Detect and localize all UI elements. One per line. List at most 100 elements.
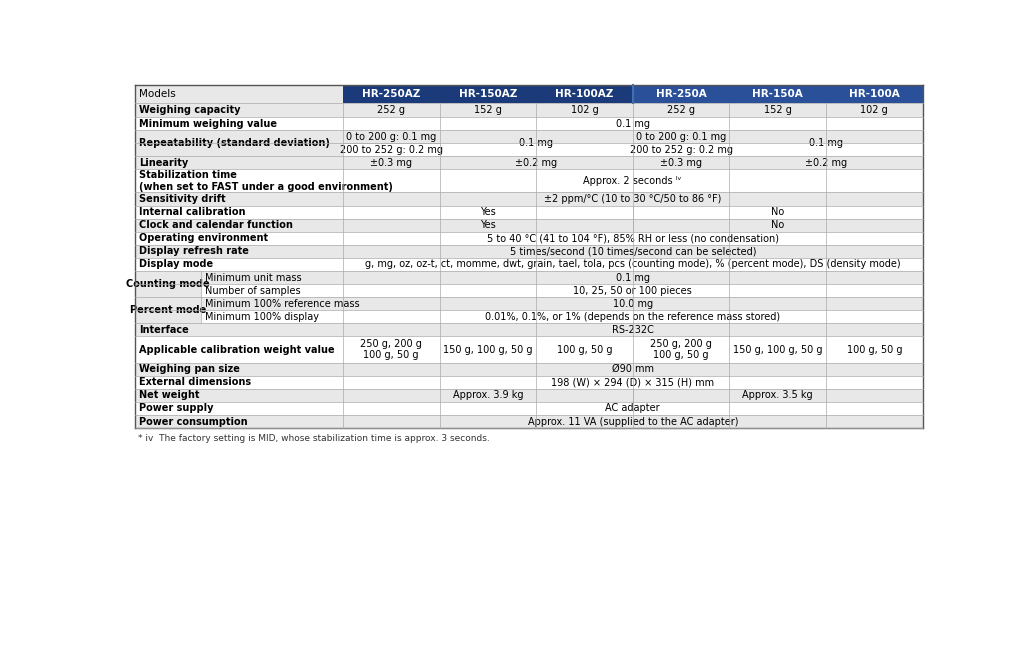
Bar [440, 84, 537, 103]
Bar [826, 84, 923, 103]
Text: g, mg, oz, oz-t, ct, momme, dwt, grain, tael, tola, pcs (counting mode), % (perc: g, mg, oz, oz-t, ct, momme, dwt, grain, … [365, 260, 901, 269]
Text: Display refresh rate: Display refresh rate [139, 247, 249, 256]
Bar [343, 130, 923, 143]
Bar [135, 117, 923, 130]
Text: 250 g, 200 g
100 g, 50 g: 250 g, 200 g 100 g, 50 g [360, 339, 422, 360]
Text: 252 g: 252 g [378, 105, 406, 115]
Bar [135, 130, 343, 156]
Text: 102 g: 102 g [571, 105, 599, 115]
Text: HR-150AZ: HR-150AZ [458, 89, 517, 99]
Text: Percent mode: Percent mode [130, 305, 206, 315]
Text: ±0.3 mg: ±0.3 mg [370, 158, 412, 168]
Bar [135, 336, 923, 362]
Bar [201, 271, 343, 284]
Text: Approx. 11 VA (supplied to the AC adapter): Approx. 11 VA (supplied to the AC adapte… [527, 417, 738, 426]
Text: 0.01%, 0.1%, or 1% (depends on the reference mass stored): 0.01%, 0.1%, or 1% (depends on the refer… [485, 312, 780, 322]
Bar [343, 143, 923, 156]
Text: HR-250A: HR-250A [655, 89, 707, 99]
Bar [135, 218, 923, 232]
Bar [135, 245, 923, 258]
Text: Power consumption: Power consumption [139, 417, 248, 426]
Text: ±0.2 mg: ±0.2 mg [805, 158, 847, 168]
Bar [135, 375, 923, 388]
Text: Display mode: Display mode [139, 260, 214, 269]
Text: 152 g: 152 g [474, 105, 502, 115]
Bar [135, 402, 923, 415]
Text: Yes: Yes [480, 220, 495, 230]
Bar [135, 323, 923, 336]
Text: 0.1 mg: 0.1 mg [519, 138, 553, 148]
Bar [135, 103, 923, 117]
Text: HR-100A: HR-100A [849, 89, 900, 99]
Bar [135, 232, 923, 245]
Text: HR-150A: HR-150A [752, 89, 803, 99]
Text: Counting mode: Counting mode [126, 279, 209, 289]
Bar [135, 169, 923, 192]
Text: 200 to 252 g: 0.2 mg: 200 to 252 g: 0.2 mg [630, 145, 733, 155]
Bar [135, 84, 343, 103]
Text: Weighing pan size: Weighing pan size [139, 364, 240, 374]
Text: Approx. 3.9 kg: Approx. 3.9 kg [453, 390, 523, 400]
Text: Minimum unit mass: Minimum unit mass [205, 273, 301, 283]
Text: Weighing capacity: Weighing capacity [139, 105, 240, 115]
Text: Linearity: Linearity [139, 158, 188, 168]
Bar [135, 362, 923, 375]
Text: 0.1 mg: 0.1 mg [809, 138, 843, 148]
Text: ±0.2 mg: ±0.2 mg [515, 158, 557, 168]
Text: RS-232C: RS-232C [612, 325, 653, 335]
Text: 200 to 252 g: 0.2 mg: 200 to 252 g: 0.2 mg [340, 145, 443, 155]
Bar [201, 297, 343, 310]
Text: Number of samples: Number of samples [205, 286, 300, 296]
Bar [343, 284, 923, 297]
Text: Yes: Yes [480, 207, 495, 217]
Bar [537, 84, 633, 103]
Text: 0.1 mg: 0.1 mg [616, 273, 650, 283]
Text: External dimensions: External dimensions [139, 377, 251, 387]
Bar [201, 310, 343, 323]
Text: Approx. 3.5 kg: Approx. 3.5 kg [742, 390, 813, 400]
Bar [135, 192, 923, 205]
Bar [135, 415, 923, 428]
Text: 0.1 mg: 0.1 mg [616, 118, 650, 129]
Bar [343, 310, 923, 323]
Bar [633, 84, 730, 103]
Text: Net weight: Net weight [139, 390, 199, 400]
Text: 198 (W) × 294 (D) × 315 (H) mm: 198 (W) × 294 (D) × 315 (H) mm [551, 377, 714, 387]
Text: 10.0 mg: 10.0 mg [613, 299, 653, 309]
Text: 0 to 200 g: 0.1 mg: 0 to 200 g: 0.1 mg [346, 131, 437, 142]
Text: 5 to 40 °C (41 to 104 °F), 85% RH or less (no condensation): 5 to 40 °C (41 to 104 °F), 85% RH or les… [487, 233, 779, 243]
Text: Internal calibration: Internal calibration [139, 207, 246, 217]
Bar [135, 258, 923, 271]
Text: 150 g, 100 g, 50 g: 150 g, 100 g, 50 g [443, 345, 533, 354]
Text: 250 g, 200 g
100 g, 50 g: 250 g, 200 g 100 g, 50 g [650, 339, 712, 360]
Text: 102 g: 102 g [861, 105, 889, 115]
Bar [135, 271, 201, 297]
Text: Applicable calibration weight value: Applicable calibration weight value [139, 345, 334, 354]
Bar [201, 284, 343, 297]
Text: Minimum 100% display: Minimum 100% display [205, 312, 319, 322]
Text: HR-100AZ: HR-100AZ [555, 89, 614, 99]
Text: * iv  The factory setting is MID, whose stabilization time is approx. 3 seconds.: * iv The factory setting is MID, whose s… [137, 434, 489, 443]
Text: Models: Models [139, 89, 175, 99]
Text: Minimum 100% reference mass: Minimum 100% reference mass [205, 299, 359, 309]
Text: 152 g: 152 g [764, 105, 792, 115]
Bar [135, 388, 923, 402]
Text: 100 g, 50 g: 100 g, 50 g [846, 345, 902, 354]
Text: No: No [771, 207, 784, 217]
Bar [343, 271, 923, 284]
Text: Repeatability (standard deviation): Repeatability (standard deviation) [139, 138, 330, 148]
Text: Stabilization time
(when set to FAST under a good environment): Stabilization time (when set to FAST und… [139, 170, 393, 192]
Text: Approx. 2 seconds ᴵᵛ: Approx. 2 seconds ᴵᵛ [583, 176, 682, 186]
Bar [135, 297, 201, 323]
Text: No: No [771, 220, 784, 230]
Text: Ø90 mm: Ø90 mm [612, 364, 653, 374]
Text: Clock and calendar function: Clock and calendar function [139, 220, 293, 230]
Text: 150 g, 100 g, 50 g: 150 g, 100 g, 50 g [733, 345, 823, 354]
Text: 252 g: 252 g [667, 105, 696, 115]
Text: 10, 25, 50 or 100 pieces: 10, 25, 50 or 100 pieces [574, 286, 692, 296]
Text: Minimum weighing value: Minimum weighing value [139, 118, 277, 129]
Text: ±2 ppm/°C (10 to 30 °C/50 to 86 °F): ±2 ppm/°C (10 to 30 °C/50 to 86 °F) [544, 194, 721, 204]
Bar [343, 84, 440, 103]
Text: 100 g, 50 g: 100 g, 50 g [556, 345, 612, 354]
Text: ±0.3 mg: ±0.3 mg [660, 158, 702, 168]
